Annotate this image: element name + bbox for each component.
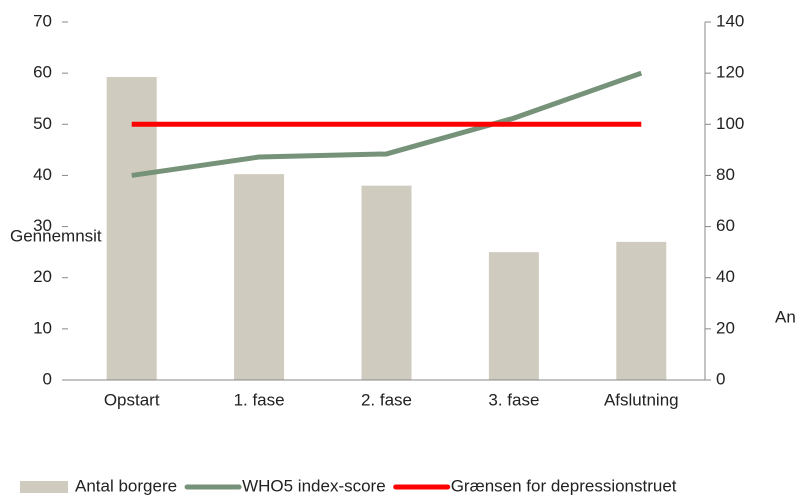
legend-swatch — [20, 481, 68, 493]
y2-tick-label: 40 — [716, 267, 735, 286]
bar — [234, 174, 285, 380]
y2-tick-label: 80 — [716, 165, 735, 184]
line — [131, 70, 643, 178]
x-tick-label: Afslutning — [604, 390, 679, 409]
y2-tick-label: 100 — [716, 114, 744, 133]
y2-tick-label: 120 — [716, 63, 744, 82]
y2-tick-label: 20 — [716, 318, 735, 337]
bar — [616, 241, 667, 380]
y2-tick-label: 140 — [716, 11, 744, 30]
y-tick-label: 20 — [33, 267, 52, 286]
y-axis-label: Gennemnsit — [10, 226, 102, 245]
y-tick-label: 70 — [33, 11, 52, 30]
y-tick-label: 40 — [33, 165, 52, 184]
legend-label: Grænsen for depressionstruet — [451, 476, 677, 495]
x-tick-label: 2. fase — [361, 390, 412, 409]
bar — [106, 76, 157, 380]
legend-label: Antal borgere — [75, 476, 177, 495]
x-tick-label: Opstart — [104, 390, 160, 409]
bar — [488, 252, 539, 380]
y-tick-label: 0 — [43, 369, 52, 388]
y-tick-label: 50 — [33, 114, 52, 133]
y2-tick-label: 60 — [716, 216, 735, 235]
y-tick-label: 30 — [33, 216, 52, 235]
y2-tick-label: 0 — [716, 369, 725, 388]
legend-label: WHO5 index-score — [242, 476, 386, 495]
bar — [361, 185, 412, 380]
x-tick-label: 3. fase — [488, 390, 539, 409]
y2-axis-label: An — [775, 307, 796, 326]
y-tick-label: 60 — [33, 63, 52, 82]
x-tick-label: 1. fase — [234, 390, 285, 409]
y-tick-label: 10 — [33, 318, 52, 337]
